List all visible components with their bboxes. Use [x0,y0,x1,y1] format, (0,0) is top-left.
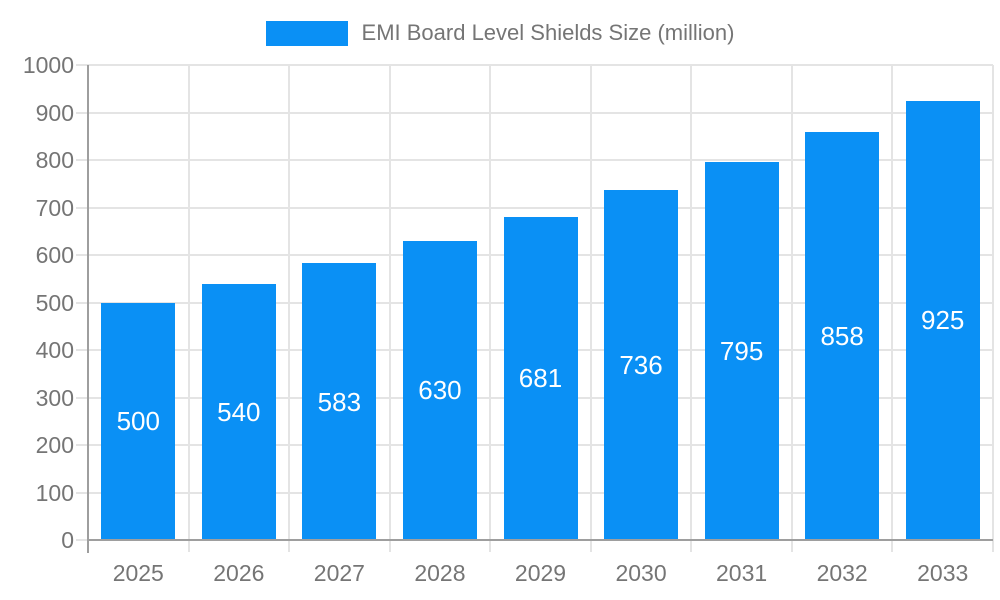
legend-label: EMI Board Level Shields Size (million) [361,20,735,45]
legend-swatch [265,20,348,46]
bar-value-label: 500 [116,406,160,437]
bar-2027 [302,263,377,540]
y-axis-tick-label: 900 [35,99,74,126]
bar-2025 [101,302,176,540]
plot-area: 0 100 200 300 400 500 600 700 800 900 1000 500 2025 5… [23,52,994,586]
bar-value-label: 630 [418,375,462,406]
y-axis-tick-label: 300 [35,384,74,411]
bar-value-label: 681 [518,363,563,394]
x-axis-line [88,539,993,541]
y-axis-tick-label: 500 [35,289,74,316]
y-axis-tick-label: 1000 [22,52,74,78]
x-axis-tick-label: 2029 [514,560,567,586]
x-axis-tick-label: 2033 [917,560,969,586]
y-axis-tick-label: 600 [35,242,74,268]
bar-2028 [402,240,477,540]
y-axis-tick-label: 800 [35,147,74,173]
bar-2032 [805,132,880,540]
x-gridline [992,65,994,552]
x-axis-tick-label: 2028 [414,560,466,586]
y-axis-tick-label: 400 [35,337,74,363]
x-gridline [187,65,190,552]
bar-2031 [704,162,779,540]
y-axis-tick-label: 0 [61,527,74,553]
x-gridline [288,65,291,552]
y-gridline [76,111,993,114]
y-axis-tick-label: 100 [35,479,74,506]
bar-value-label: 583 [317,386,362,417]
x-gridline [790,65,793,552]
y-gridline [76,206,993,209]
x-axis-tick-label: 2030 [615,560,667,586]
x-axis-tick-label: 2025 [112,560,164,586]
y-axis-line [87,65,89,553]
bar-2029 [503,216,578,540]
bar-2030 [604,190,679,540]
bar-2033 [905,100,980,540]
x-axis-tick-label: 2027 [313,560,365,586]
x-axis-tick-label: 2031 [716,560,768,586]
bar-2026 [201,283,276,540]
chart-legend: EMI Board Level Shields Size (million) [0,18,1000,48]
x-gridline [589,65,592,552]
y-gridline [76,159,993,161]
y-axis-tick-label: 200 [35,432,74,458]
x-gridline [891,65,894,552]
x-axis-tick-label: 2032 [816,560,868,586]
bar-value-label: 540 [217,396,261,427]
x-axis-tick-label: 2026 [213,560,265,586]
y-gridline [76,64,993,66]
bar-value-label: 858 [820,321,864,352]
x-gridline [690,65,693,552]
x-gridline [388,65,391,552]
x-gridline [489,65,492,552]
bar-value-label: 795 [719,336,764,367]
bar-value-label: 736 [619,350,663,381]
y-axis-tick-label: 700 [35,194,74,221]
bar-value-label: 925 [921,305,965,336]
